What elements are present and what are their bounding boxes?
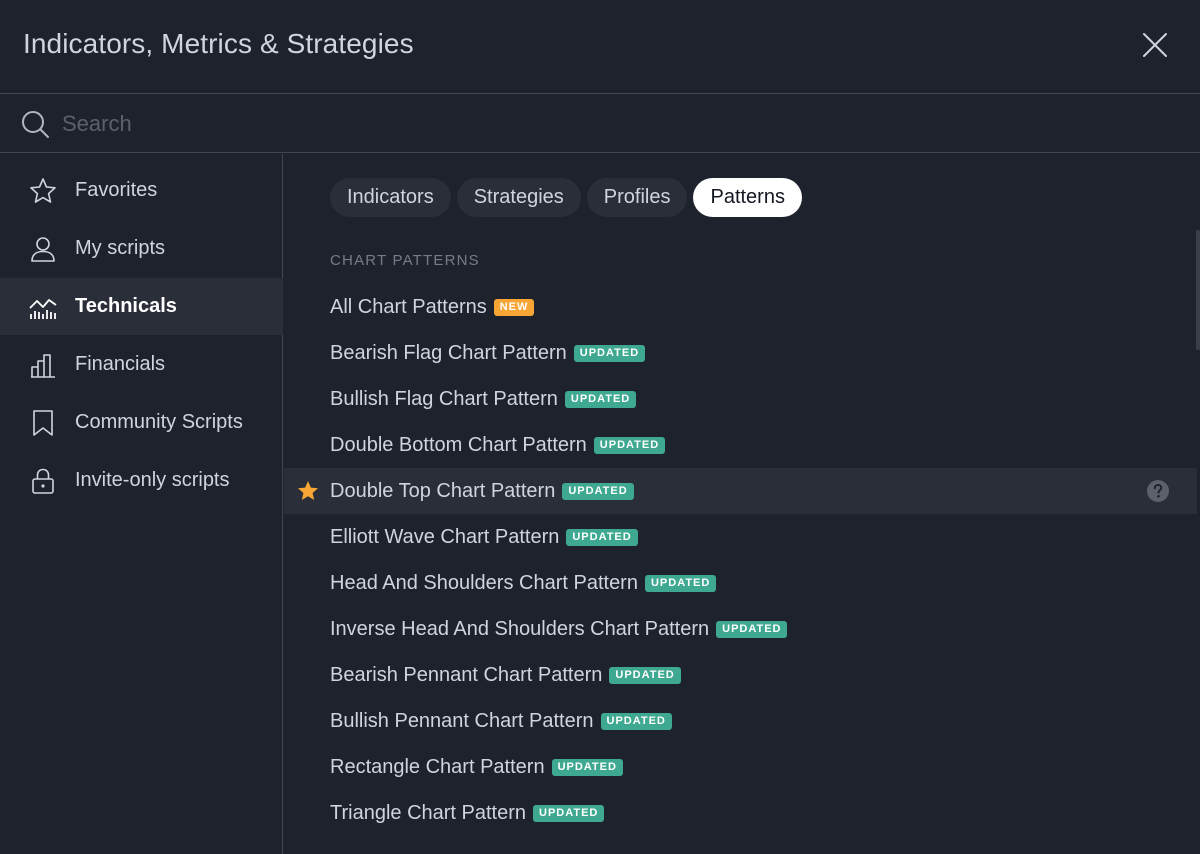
- sidebar-item-favorites[interactable]: Favorites: [0, 162, 283, 219]
- list-item[interactable]: Bearish Flag Chart Pattern UPDATED: [284, 330, 1197, 376]
- close-button[interactable]: [1136, 26, 1174, 64]
- sidebar-item-label: Technicals: [75, 295, 177, 317]
- lock-icon: [32, 468, 54, 494]
- pattern-label: Inverse Head And Shoulders Chart Pattern: [330, 617, 710, 640]
- pattern-label: Double Top Chart Pattern: [330, 479, 556, 502]
- close-icon[interactable]: [1136, 26, 1174, 64]
- sidebar: Favorites My scripts Technicals Financia…: [0, 154, 283, 854]
- updated-badge: UPDATED: [644, 574, 717, 592]
- updated-badge: UPDATED: [573, 344, 646, 362]
- updated-badge: UPDATED: [564, 390, 637, 408]
- sidebar-item-technicals[interactable]: Technicals: [0, 278, 283, 335]
- list-item[interactable]: Elliott Wave Chart Pattern UPDATED: [284, 514, 1197, 560]
- dialog-header: Indicators, Metrics & Strategies: [0, 0, 1200, 94]
- sidebar-item-my-scripts[interactable]: My scripts: [0, 220, 283, 277]
- tab-indicators[interactable]: Indicators: [330, 178, 451, 217]
- favorite-star-icon[interactable]: [296, 479, 320, 503]
- updated-badge: UPDATED: [716, 620, 788, 638]
- pattern-label: Bullish Pennant Chart Pattern: [330, 709, 594, 732]
- sidebar-item-community-scripts[interactable]: Community Scripts: [0, 394, 283, 451]
- updated-badge: UPDATED: [551, 758, 623, 776]
- user-icon: [31, 236, 55, 262]
- list-item[interactable]: Double Top Chart Pattern UPDATED: [284, 468, 1197, 514]
- updated-badge: UPDATED: [566, 528, 638, 546]
- chart-line-icon: [29, 298, 57, 319]
- search-bar: [0, 95, 1200, 153]
- category-tabs: Indicators Strategies Profiles Patterns: [330, 178, 802, 218]
- list-item[interactable]: Bullish Flag Chart Pattern UPDATED: [284, 376, 1197, 422]
- sidebar-item-label: Community Scripts: [75, 411, 243, 433]
- search-icon: [22, 111, 49, 138]
- pattern-label: Triangle Chart Pattern: [330, 801, 527, 824]
- sidebar-item-label: Financials: [75, 353, 166, 375]
- pattern-label: Bearish Pennant Chart Pattern: [330, 663, 603, 686]
- dialog-title: Indicators, Metrics & Strategies: [23, 28, 414, 59]
- updated-badge: UPDATED: [562, 482, 634, 500]
- pattern-label: Head And Shoulders Chart Pattern: [330, 571, 638, 594]
- list-item[interactable]: All Chart Patterns NEW: [284, 284, 1197, 330]
- list-item[interactable]: Double Bottom Chart Pattern UPDATED: [284, 422, 1197, 468]
- pattern-label: Rectangle Chart Pattern: [330, 755, 545, 778]
- updated-badge: UPDATED: [533, 804, 605, 822]
- sidebar-item-invite-only-scripts[interactable]: Invite-only scripts: [0, 452, 283, 509]
- sidebar-item-label: Favorites: [75, 179, 158, 201]
- new-badge: NEW: [493, 298, 535, 316]
- list-item[interactable]: Rectangle Chart Pattern UPDATED: [284, 744, 1197, 790]
- search-input[interactable]: [62, 107, 1162, 141]
- list-item[interactable]: Inverse Head And Shoulders Chart Pattern…: [284, 606, 1197, 652]
- pattern-label: Bullish Flag Chart Pattern: [330, 387, 558, 410]
- section-title: CHART PATTERNS: [330, 252, 480, 269]
- sidebar-item-label: Invite-only scripts: [75, 469, 230, 491]
- help-icon[interactable]: [1146, 479, 1170, 503]
- pattern-label: Elliott Wave Chart Pattern: [330, 525, 560, 548]
- updated-badge: UPDATED: [600, 712, 672, 730]
- scrollbar[interactable]: [1196, 230, 1200, 350]
- list-item[interactable]: Bearish Pennant Chart Pattern UPDATED: [284, 652, 1197, 698]
- pattern-label: Double Bottom Chart Pattern: [330, 433, 587, 456]
- tab-profiles[interactable]: Profiles: [586, 178, 688, 217]
- sidebar-item-financials[interactable]: Financials: [0, 336, 283, 393]
- star-icon: [30, 177, 56, 203]
- list-item[interactable]: Bullish Pennant Chart Pattern UPDATED: [284, 698, 1197, 744]
- pattern-label: All Chart Patterns: [330, 295, 487, 318]
- list-item[interactable]: Triangle Chart Pattern UPDATED: [284, 790, 1197, 836]
- bookmark-icon: [33, 409, 53, 436]
- list-item[interactable]: Head And Shoulders Chart Pattern UPDATED: [284, 560, 1197, 606]
- updated-badge: UPDATED: [609, 666, 681, 684]
- pattern-label: Bearish Flag Chart Pattern: [330, 341, 567, 364]
- bar-chart-icon: [31, 353, 55, 378]
- tab-patterns[interactable]: Patterns: [693, 178, 802, 217]
- updated-badge: UPDATED: [593, 436, 666, 454]
- tab-strategies[interactable]: Strategies: [456, 178, 581, 217]
- sidebar-item-label: My scripts: [75, 237, 165, 259]
